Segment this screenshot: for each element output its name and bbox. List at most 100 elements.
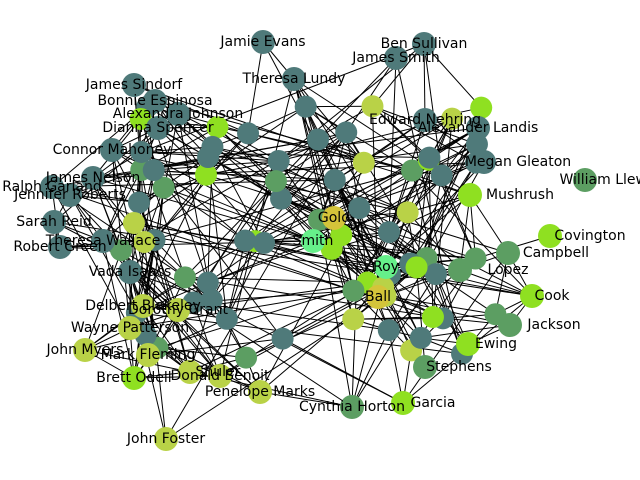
node-label-garcia: Garcia — [410, 395, 455, 411]
graph-node — [348, 197, 371, 220]
graph-node — [270, 187, 293, 210]
graph-node-cynthia — [340, 395, 364, 419]
graph-node — [129, 107, 152, 130]
graph-node — [361, 95, 384, 118]
graph-edge — [147, 338, 283, 356]
graph-node-cook — [520, 284, 544, 308]
node-label-wayne: Wayne Patterson — [71, 320, 189, 336]
graph-edge — [420, 324, 511, 339]
graph-edge — [141, 146, 213, 153]
graph-edge — [280, 198, 422, 339]
graph-edge — [129, 271, 261, 393]
node-label-lopez: Lopez — [488, 262, 529, 278]
node-label-penelope: Penelope Marks — [205, 384, 315, 400]
node-label-john-foster: John Foster — [126, 431, 205, 447]
graph-edge — [353, 316, 433, 320]
graph-node-garcia — [391, 391, 415, 415]
graph-node — [235, 346, 258, 369]
graph-node — [405, 256, 428, 279]
node-label-dianna: Dianna Spencer — [102, 120, 214, 136]
node-label-campbell: Campbell — [523, 245, 589, 261]
node-layer — [40, 30, 597, 451]
graph-node-mushrush — [458, 183, 482, 207]
graph-node-lopez — [448, 258, 472, 282]
node-label-brett: Brett Odell — [96, 370, 171, 386]
graph-node-ben-sullivan — [412, 32, 436, 56]
graph-node-alexander — [466, 116, 490, 140]
graph-edge — [428, 159, 434, 318]
graph-edge — [138, 156, 209, 203]
graph-edge — [334, 179, 412, 351]
graph-edge — [305, 106, 365, 164]
graph-node-stephens — [413, 355, 437, 379]
graph-node — [396, 201, 419, 224]
graph-node-bonnie — [143, 89, 167, 113]
graph-node-james-sindorf — [122, 73, 146, 97]
graph-edge — [138, 202, 191, 373]
graph-edge — [184, 276, 444, 319]
node-label-alexandra: Alexandra Johnson — [113, 106, 243, 122]
graph-edge — [102, 240, 135, 379]
node-label-alexander: Alexander Landis — [418, 120, 539, 136]
graph-edge — [388, 330, 404, 404]
graph-node-center-b — [366, 285, 390, 309]
graph-node — [194, 163, 217, 186]
node-label-gleaton: Megan Gleaton — [465, 154, 571, 170]
graph-edge — [331, 248, 354, 320]
graph-node — [234, 229, 257, 252]
graph-node — [201, 135, 224, 158]
graph-edge — [207, 156, 411, 264]
node-label-cook: Cook — [534, 288, 570, 304]
graph-node — [378, 221, 401, 244]
node-label-jamie-evans: Jamie Evans — [219, 34, 305, 50]
graph-edge — [388, 57, 397, 233]
graph-node — [127, 191, 150, 214]
graph-node — [196, 271, 219, 294]
node-label-center-a: Gold — [318, 210, 350, 226]
graph-node — [200, 289, 223, 312]
graph-node-gleaton — [472, 150, 496, 174]
graph-edge — [154, 100, 207, 175]
graph-node-theresa — [282, 67, 306, 91]
graph-node — [424, 263, 447, 286]
graph-edge — [141, 43, 425, 153]
node-label-dorothy: Dorothy Grant — [128, 302, 229, 318]
graph-node-center-d — [374, 255, 398, 279]
graph-node — [470, 96, 493, 119]
node-label-james-smith: James Smith — [351, 50, 439, 66]
graph-node-ralph — [40, 175, 64, 199]
graph-edge — [157, 347, 247, 359]
graph-node-robert — [48, 235, 72, 259]
graph-edge — [212, 146, 408, 213]
graph-edge — [69, 169, 142, 196]
graph-node — [267, 149, 290, 172]
graph-edge — [245, 295, 386, 359]
node-label-john-m: John Myers — [46, 342, 124, 358]
graph-node-wayne — [118, 316, 142, 340]
graph-edge — [334, 179, 408, 213]
graph-edge — [163, 187, 387, 268]
graph-edge — [318, 161, 485, 221]
graph-node — [271, 327, 294, 350]
graph-node-alexandra — [166, 102, 190, 126]
graph-node — [307, 128, 330, 151]
graph-node — [421, 305, 444, 328]
node-label-james-sindorf: James Sindorf — [85, 77, 184, 93]
graph-node-jackson — [498, 313, 522, 337]
graph-edge — [133, 174, 207, 224]
node-label-center-c: Smith — [293, 233, 334, 249]
node-label-theresa-w: Theresa Wallace — [45, 233, 161, 249]
graph-node — [377, 319, 400, 342]
graph-edge — [226, 242, 265, 320]
graph-edge — [154, 174, 207, 241]
graph-edge — [351, 273, 437, 408]
graph-edge — [317, 57, 397, 140]
graph-edge — [353, 290, 412, 351]
graph-node — [206, 116, 229, 139]
graph-edge — [259, 391, 353, 408]
graph-edge — [459, 269, 533, 297]
graph-node-sarah — [42, 210, 66, 234]
graph-node — [264, 170, 287, 193]
node-label-stephens: Stephens — [426, 359, 492, 375]
graph-node-james-n — [81, 166, 105, 190]
